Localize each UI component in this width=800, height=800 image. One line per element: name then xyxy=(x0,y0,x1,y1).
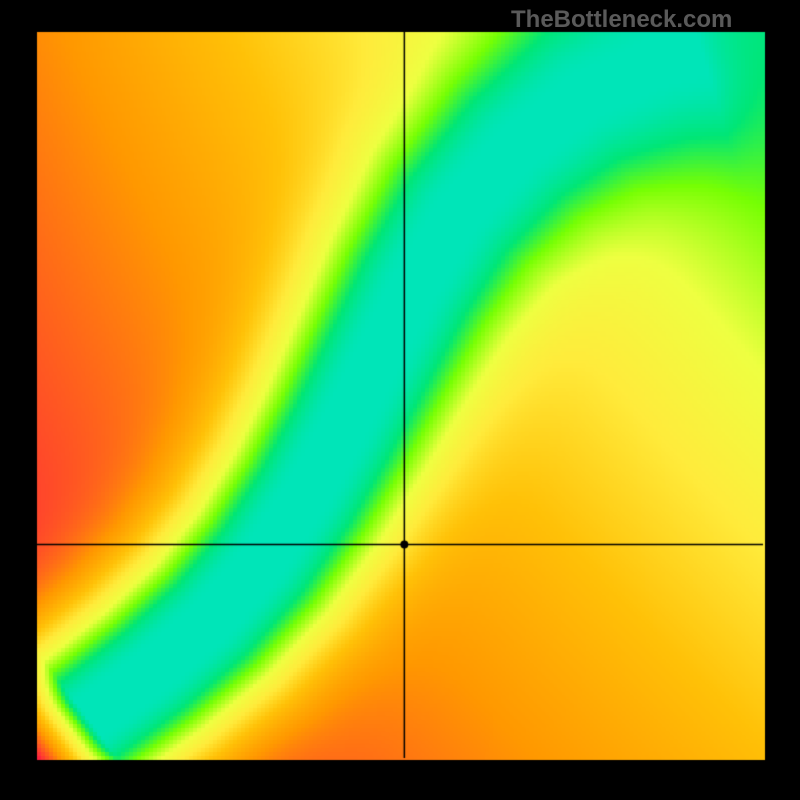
bottleneck-heatmap xyxy=(0,0,800,800)
watermark-text: TheBottleneck.com xyxy=(511,6,732,34)
chart-container: TheBottleneck.com xyxy=(0,0,800,800)
